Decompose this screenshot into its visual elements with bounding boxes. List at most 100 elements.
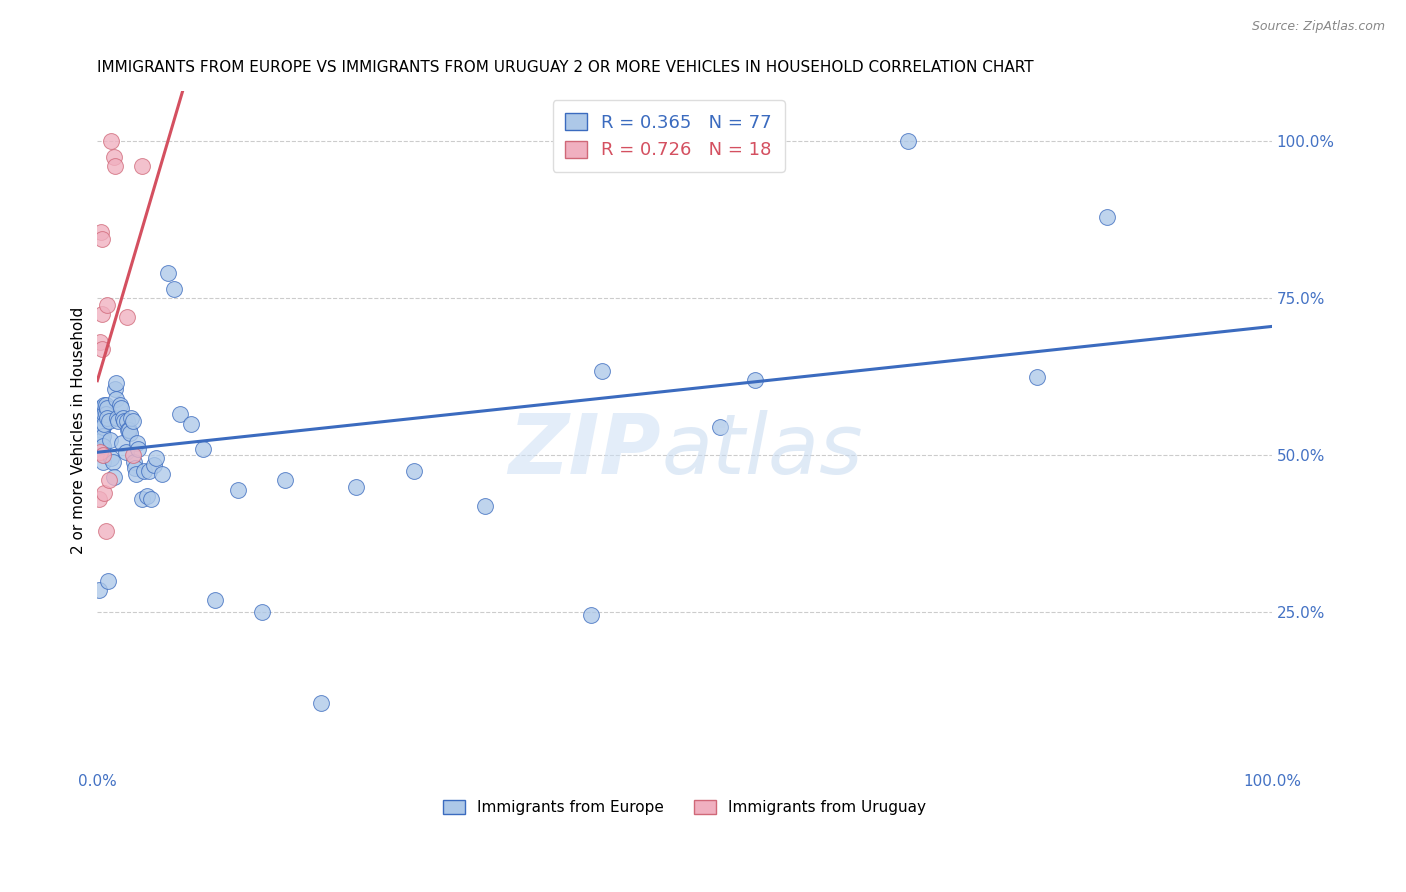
Point xyxy=(156,266,179,280)
Point xyxy=(1026,369,1049,384)
Point xyxy=(101,454,124,468)
Point xyxy=(309,697,332,711)
Point xyxy=(112,410,135,425)
Point xyxy=(115,310,138,325)
Point xyxy=(131,492,153,507)
Point xyxy=(91,442,114,456)
Point xyxy=(1097,210,1119,224)
Point xyxy=(87,583,110,598)
Point xyxy=(98,474,121,488)
Point xyxy=(404,464,426,478)
Point xyxy=(226,483,249,497)
Point xyxy=(897,134,920,148)
Point xyxy=(127,442,149,456)
Point xyxy=(121,414,143,428)
Point xyxy=(91,448,114,462)
Point xyxy=(579,608,602,623)
Point xyxy=(103,470,125,484)
Point xyxy=(591,363,613,377)
Point xyxy=(142,458,165,472)
Point xyxy=(111,435,134,450)
Point xyxy=(110,401,132,416)
Legend: Immigrants from Europe, Immigrants from Uruguay: Immigrants from Europe, Immigrants from … xyxy=(436,792,934,822)
Point xyxy=(91,454,114,468)
Point xyxy=(114,445,136,459)
Point xyxy=(163,282,186,296)
Text: atlas: atlas xyxy=(661,410,863,491)
Point xyxy=(94,398,117,412)
Point xyxy=(90,414,112,428)
Point xyxy=(96,410,118,425)
Point xyxy=(344,480,367,494)
Point xyxy=(169,408,191,422)
Point xyxy=(120,410,142,425)
Point xyxy=(91,439,114,453)
Point xyxy=(91,433,114,447)
Point xyxy=(100,451,122,466)
Point xyxy=(100,134,122,148)
Point xyxy=(474,499,496,513)
Y-axis label: 2 or more Vehicles in Household: 2 or more Vehicles in Household xyxy=(72,307,86,554)
Text: IMMIGRANTS FROM EUROPE VS IMMIGRANTS FROM URUGUAY 2 OR MORE VEHICLES IN HOUSEHOL: IMMIGRANTS FROM EUROPE VS IMMIGRANTS FRO… xyxy=(97,60,1033,75)
Point xyxy=(96,297,118,311)
Point xyxy=(91,232,114,246)
Point xyxy=(104,382,127,396)
Point xyxy=(127,435,149,450)
Point xyxy=(91,342,114,356)
Point xyxy=(105,376,128,390)
Point xyxy=(180,417,202,431)
Point xyxy=(105,392,128,406)
Point xyxy=(90,423,112,437)
Point xyxy=(141,492,163,507)
Point xyxy=(89,445,111,459)
Point xyxy=(89,335,111,350)
Point xyxy=(134,464,156,478)
Point xyxy=(93,417,115,431)
Point xyxy=(91,420,114,434)
Point xyxy=(94,524,117,538)
Point xyxy=(91,423,114,437)
Point xyxy=(250,605,273,619)
Point xyxy=(105,410,128,425)
Point xyxy=(103,150,125,164)
Point xyxy=(131,160,153,174)
Point xyxy=(204,592,226,607)
Point xyxy=(191,442,214,456)
Point xyxy=(145,451,167,466)
Point xyxy=(709,420,731,434)
Point xyxy=(93,408,115,422)
Point xyxy=(150,467,173,482)
Point xyxy=(91,307,114,321)
Point xyxy=(744,373,766,387)
Point xyxy=(117,423,139,437)
Point xyxy=(93,486,115,500)
Point xyxy=(98,414,121,428)
Point xyxy=(122,454,145,468)
Text: ZIP: ZIP xyxy=(509,410,661,491)
Point xyxy=(118,423,141,437)
Point xyxy=(96,401,118,416)
Point xyxy=(97,574,120,588)
Point xyxy=(104,160,127,174)
Point xyxy=(124,461,146,475)
Point xyxy=(87,492,110,507)
Point xyxy=(274,474,297,488)
Point xyxy=(107,414,129,428)
Point xyxy=(115,414,138,428)
Point xyxy=(125,467,148,482)
Point xyxy=(138,464,160,478)
Point xyxy=(94,408,117,422)
Point xyxy=(135,489,157,503)
Point xyxy=(112,414,135,428)
Point xyxy=(91,401,114,416)
Point xyxy=(93,398,115,412)
Point xyxy=(108,398,131,412)
Point xyxy=(98,433,121,447)
Point xyxy=(120,426,142,441)
Point xyxy=(91,429,114,443)
Point xyxy=(121,448,143,462)
Point xyxy=(91,448,114,462)
Text: Source: ZipAtlas.com: Source: ZipAtlas.com xyxy=(1251,20,1385,33)
Point xyxy=(90,225,112,239)
Point xyxy=(91,410,114,425)
